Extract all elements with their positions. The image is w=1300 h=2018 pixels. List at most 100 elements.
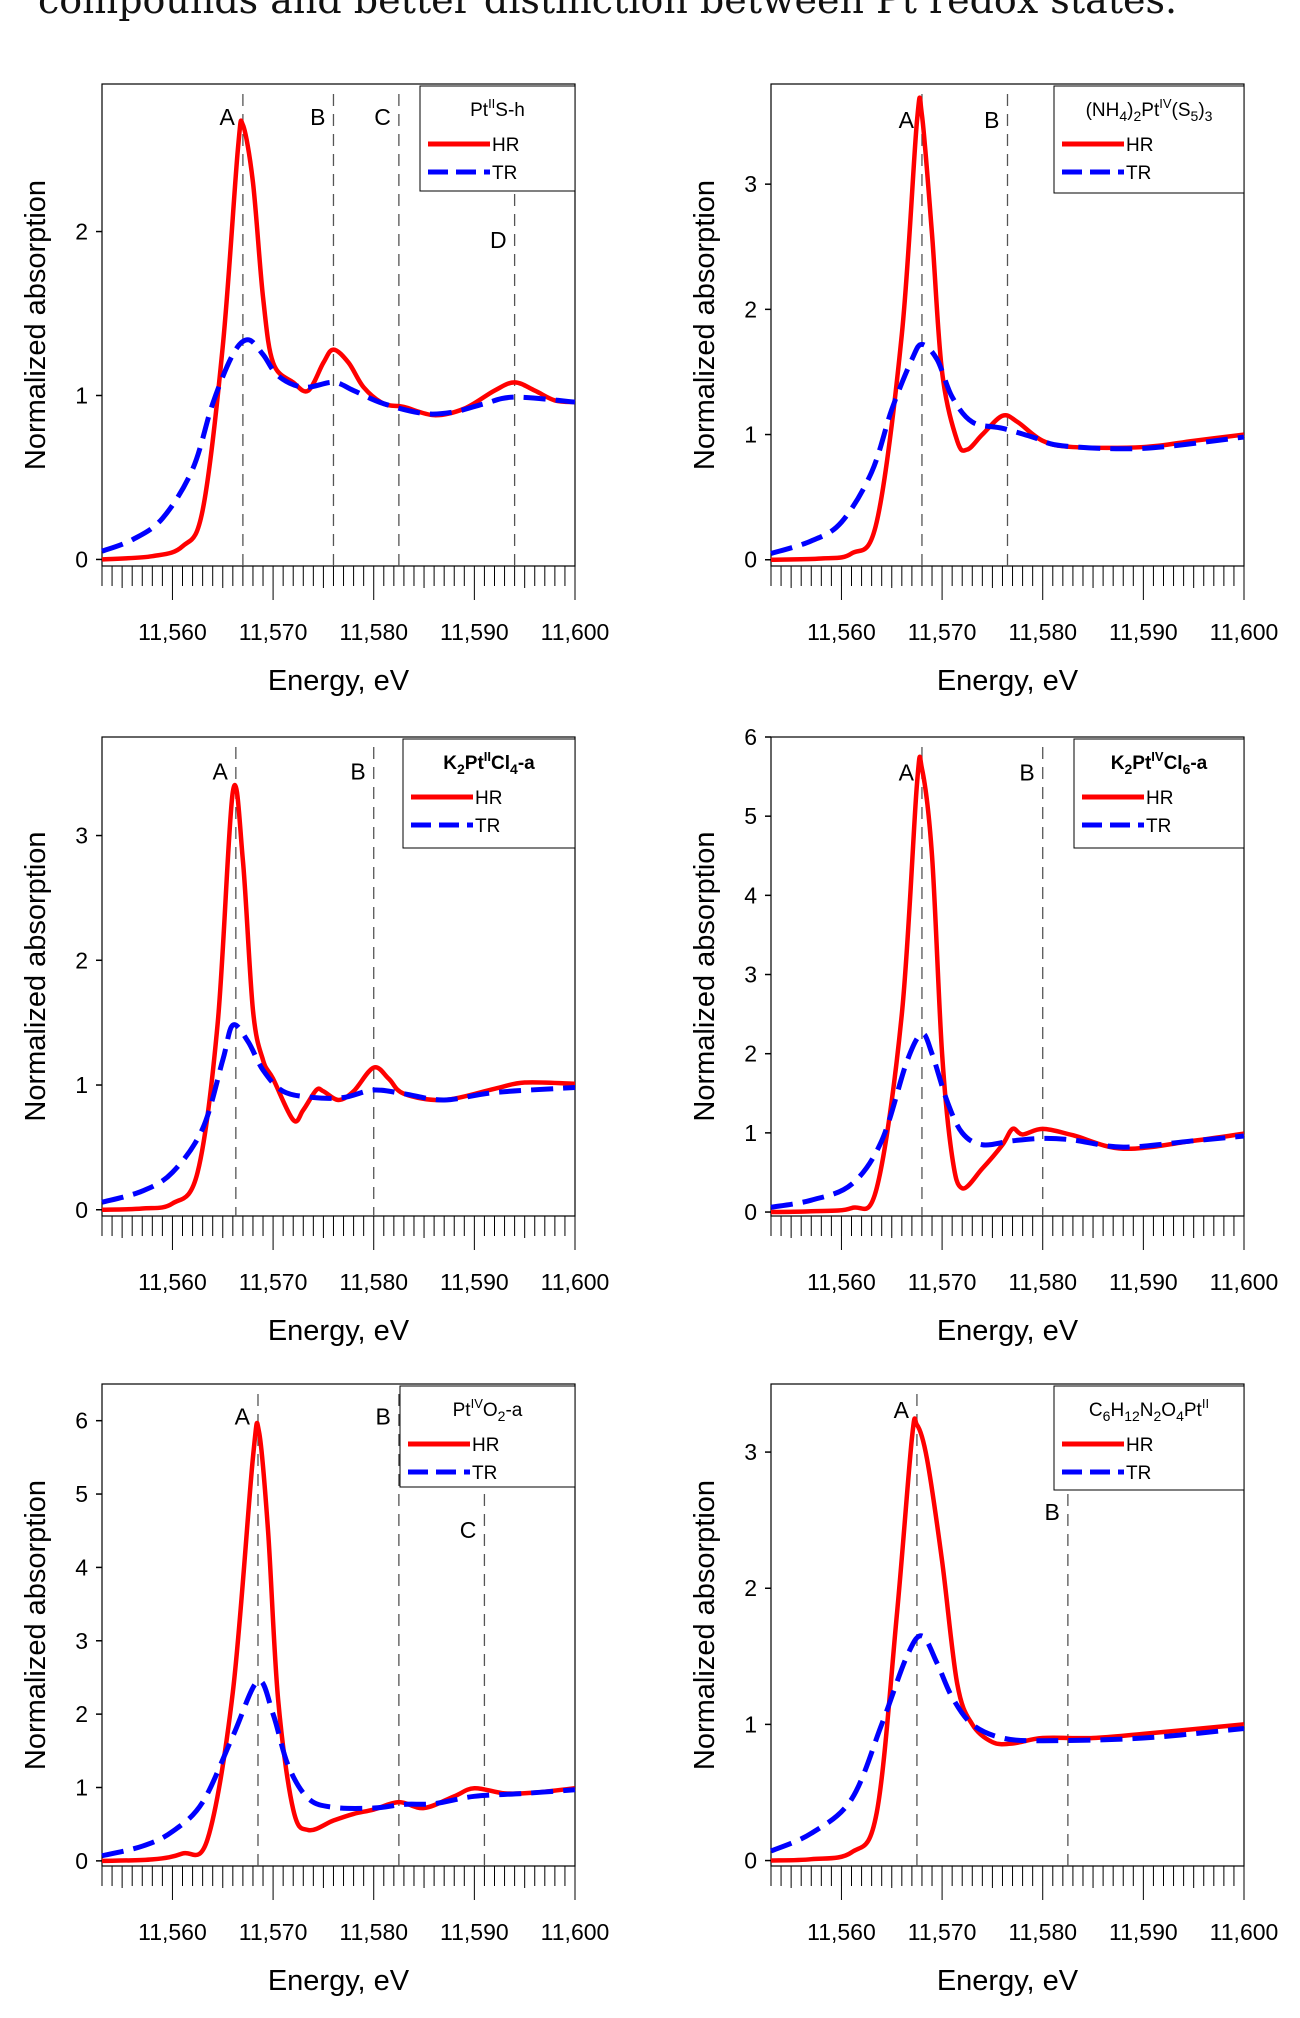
legend-title-part: IV (1151, 749, 1164, 764)
legend-title-part: 2 (1133, 108, 1141, 124)
plot-frame (101, 83, 576, 567)
y-tick-label: 6 (75, 1408, 88, 1434)
x-axis-title: Energy, eV (268, 1315, 410, 1347)
legend-title-part: 2 (1154, 1408, 1162, 1424)
legend: PtIIS-h HR TR (419, 85, 576, 192)
legend-title-part: K (443, 753, 457, 774)
legend-title-part: Pt (453, 1400, 472, 1421)
x-tick-label: 11,570 (908, 619, 977, 645)
legend-title-part: IV (1159, 96, 1172, 111)
x-tick-label: 11,590 (1109, 619, 1178, 645)
x-tick-label: 11,600 (541, 1919, 610, 1945)
x-tick-label: 11,570 (908, 1269, 977, 1295)
legend-title-part: Pt (1184, 1400, 1203, 1421)
chart-panel-5: A B C 11,560 11,570 11,580 11,590 11,600 0 1 2 3 4 5 6… (20, 1383, 610, 1997)
y-tick-label: 2 (75, 947, 88, 973)
reference-label-B: B (1045, 1499, 1060, 1525)
x-axis-title: Energy, eV (937, 1315, 1079, 1347)
x-tick-label: 11,580 (1008, 619, 1077, 645)
chart-panel-2: A B 11,560 11,570 11,580 11,590 11,600 0 1 2 3 Ener… (689, 83, 1278, 697)
series-line-TR (769, 1633, 1245, 1854)
legend-label-TR: TR (1146, 816, 1171, 837)
y-tick-label: 1 (744, 422, 757, 448)
legend-title-part: S-h (495, 100, 525, 121)
x-tick-label: 11,600 (541, 1269, 610, 1295)
x-tick-label: 11,560 (138, 1919, 207, 1945)
y-tick-label: 4 (75, 1554, 88, 1580)
x-axis-title: Energy, eV (937, 1965, 1079, 1997)
x-tick-label: 11,580 (339, 1269, 408, 1295)
x-tick-label: 11,570 (239, 1919, 308, 1945)
legend-title-part: Pt (1141, 100, 1160, 121)
reference-label-A: A (899, 760, 915, 786)
x-tick-label: 11,570 (239, 619, 308, 645)
reference-label-B: B (376, 1403, 391, 1429)
y-tick-label: 3 (75, 1628, 88, 1654)
x-tick-label: 11,590 (1109, 1919, 1178, 1945)
x-tick-label: 11,600 (1210, 1919, 1279, 1945)
y-tick-label: 0 (744, 1199, 757, 1225)
y-tick-label: 0 (75, 546, 88, 572)
legend-label-HR: HR (1126, 1435, 1153, 1456)
y-tick-label: 2 (744, 1575, 757, 1601)
y-axis-title: Normalized absorption (20, 831, 52, 1121)
legend-title-part: 2 (498, 1408, 506, 1424)
legend-box (1053, 85, 1245, 194)
legend-title: C6H12N2O4PtII (1089, 1396, 1209, 1424)
legend-label-TR: TR (1126, 1463, 1151, 1484)
series-line-HR (101, 1420, 576, 1864)
legend-title-part: 2 (1124, 761, 1132, 777)
legend-label-HR: HR (1126, 135, 1153, 156)
legend-title-part: ) (1127, 100, 1133, 121)
legend-title-part: 4 (510, 761, 518, 777)
series-line-TR (101, 337, 576, 554)
x-tick-label: 11,570 (239, 1269, 308, 1295)
y-tick-label: 3 (744, 1439, 757, 1465)
legend-title-part: -a (505, 1400, 522, 1421)
legend-title-part: H (1110, 1400, 1124, 1421)
x-tick-label: 11,580 (339, 1919, 408, 1945)
x-tick-label: 11,590 (440, 1919, 509, 1945)
reference-label-B: B (1019, 760, 1034, 786)
reference-label-C: C (460, 1517, 477, 1543)
x-tick-label: 11,580 (339, 619, 408, 645)
y-axis-title: Normalized absorption (689, 180, 721, 470)
legend-label-TR: TR (1126, 163, 1151, 184)
y-axis-title: Normalized absorption (689, 831, 721, 1121)
chart-panel-1: A B C D 11,560 11,570 11,580 11,590 11,600 0 1 2 Ene… (20, 83, 609, 697)
legend-box (399, 1385, 576, 1488)
legend-title-part: O (1161, 1400, 1176, 1421)
legend-title-part: 6 (1103, 1408, 1111, 1424)
x-tick-label: 11,560 (138, 1269, 207, 1295)
y-axis-title: Normalized absorption (20, 1480, 52, 1770)
legend-title-part: 5 (1191, 108, 1199, 124)
legend-label-HR: HR (1146, 788, 1173, 809)
legend-title-part: II (484, 749, 491, 764)
x-tick-label: 11,590 (1109, 1269, 1178, 1295)
legend-title-part: 4 (1119, 108, 1127, 124)
legend-title-part: ) (1198, 100, 1204, 121)
legend-title-part: II (1202, 1396, 1209, 1411)
reference-label-D: D (490, 227, 507, 253)
y-tick-label: 2 (75, 219, 88, 245)
reference-label-B: B (984, 107, 999, 133)
y-axis-title: Normalized absorption (20, 180, 52, 470)
legend-label-HR: HR (492, 135, 519, 156)
reference-label-A: A (894, 1397, 910, 1423)
legend-label-HR: HR (472, 1435, 499, 1456)
legend-title: K2PtIVCl6-a (1111, 749, 1208, 777)
y-tick-label: 0 (75, 1848, 88, 1874)
y-tick-label: 1 (75, 1775, 88, 1801)
legend-title: PtIIS-h (470, 96, 525, 121)
y-tick-label: 0 (744, 547, 757, 573)
series-line-TR (770, 341, 1245, 556)
plot-frame (101, 736, 576, 1217)
legend: C6H12N2O4PtII HR TR (1053, 1385, 1245, 1491)
series-line-TR (101, 1678, 576, 1859)
legend-title-part: IV (471, 1396, 484, 1411)
legend-title-part: II (488, 96, 495, 111)
x-axis-title: Energy, eV (268, 665, 410, 697)
y-tick-label: 0 (75, 1197, 88, 1223)
reference-label-A: A (213, 758, 229, 784)
